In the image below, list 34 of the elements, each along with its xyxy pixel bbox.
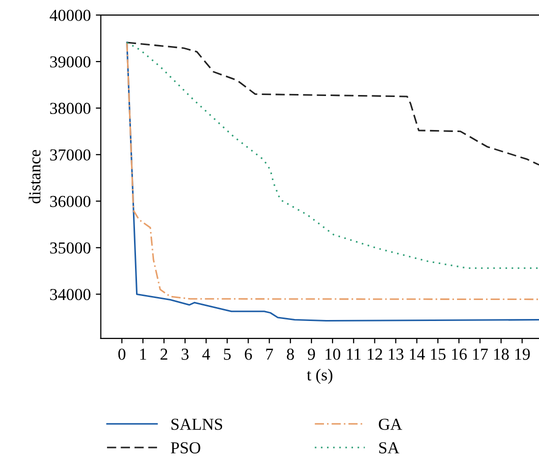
y-tick-label: 39000: [50, 56, 90, 68]
x-tick-label: 17: [473, 348, 488, 360]
y-tick-label: 38000: [50, 102, 90, 114]
x-tick-label: 12: [368, 348, 382, 360]
x-tick-label: 4: [202, 348, 210, 360]
x-axis-title: t (s): [306, 368, 332, 384]
x-tick-label: 11: [347, 348, 361, 360]
x-tick-label: 0: [118, 348, 126, 360]
y-tick-label: 36000: [50, 196, 90, 208]
line-series: [126, 42, 539, 166]
x-tick-label: 19: [515, 348, 530, 360]
y-tick-label: 37000: [50, 149, 90, 161]
x-tick-label: 6: [244, 348, 252, 360]
x-tick-label: 16: [452, 348, 467, 360]
x-tick-label: 1: [140, 348, 146, 360]
x-tick-label: 18: [494, 348, 509, 360]
x-tick-label: 9: [308, 348, 315, 360]
legend-label: GA: [378, 418, 402, 430]
x-tick-label: 7: [266, 348, 274, 360]
y-tick-label: 35000: [50, 242, 90, 254]
x-tick-label: 13: [388, 348, 404, 360]
y-axis-title: distance: [28, 150, 40, 204]
x-tick-label: 5: [224, 348, 231, 360]
x-tick-label: 8: [286, 348, 294, 360]
x-tick-label: 14: [410, 348, 425, 360]
x-tick-label: 15: [431, 348, 446, 360]
legend-label: PSO: [170, 442, 200, 454]
legend-label: SALNS: [171, 418, 222, 430]
x-tick-label: 2: [160, 348, 168, 360]
y-tick-label: 40000: [50, 10, 90, 21]
legend-label: SA: [379, 442, 400, 454]
x-tick-label: 3: [182, 348, 189, 360]
y-tick-label: 34000: [50, 288, 90, 300]
x-tick-label: 10: [326, 348, 340, 360]
